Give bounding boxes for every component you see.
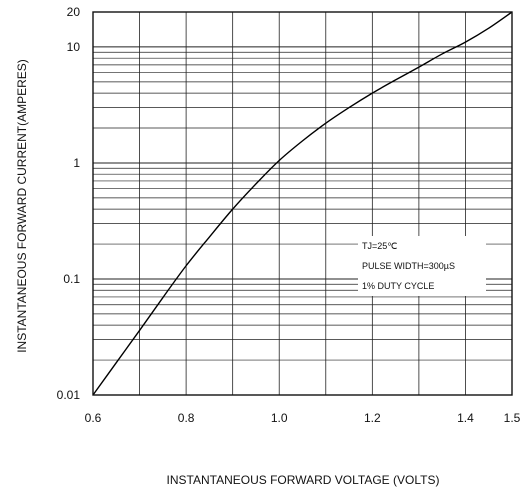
y-tick-label: 0.1	[63, 272, 80, 286]
x-tick-label: 0.6	[85, 411, 102, 425]
y-tick-label: 20	[67, 5, 81, 19]
x-tick-labels: 0.6 0.8 1.0 1.2 1.4 1.5	[85, 411, 521, 425]
y-tick-labels: 0.01 0.1 1 10 20	[57, 5, 81, 402]
y-axis-title: INSTANTANEOUS FORWARD CURRENT(AMPERES)	[15, 59, 29, 353]
annotation-text: TJ=25℃	[362, 241, 397, 251]
x-tick-label: 1.0	[271, 411, 288, 425]
series-line-0	[92, 11, 513, 396]
annotation-text: 1% DUTY CYCLE	[362, 281, 434, 291]
x-tick-label: 1.5	[504, 411, 521, 425]
x-axis-title: INSTANTANEOUS FORWARD VOLTAGE (VOLTS)	[167, 473, 440, 487]
y-tick-label: 0.01	[57, 388, 81, 402]
y-tick-label: 1	[73, 156, 80, 170]
x-tick-label: 1.2	[364, 411, 381, 425]
plot-frame	[92, 11, 513, 396]
annotation-text: PULSE WIDTH=300µS	[362, 261, 455, 271]
x-tick-label: 1.4	[457, 411, 474, 425]
series-layer	[92, 11, 513, 396]
annotations: TJ=25℃ PULSE WIDTH=300µS 1% DUTY CYCLE	[362, 241, 455, 291]
x-tick-label: 0.8	[178, 411, 195, 425]
annotation-background	[358, 236, 486, 296]
grid	[92, 11, 513, 396]
y-tick-label: 10	[67, 40, 81, 54]
